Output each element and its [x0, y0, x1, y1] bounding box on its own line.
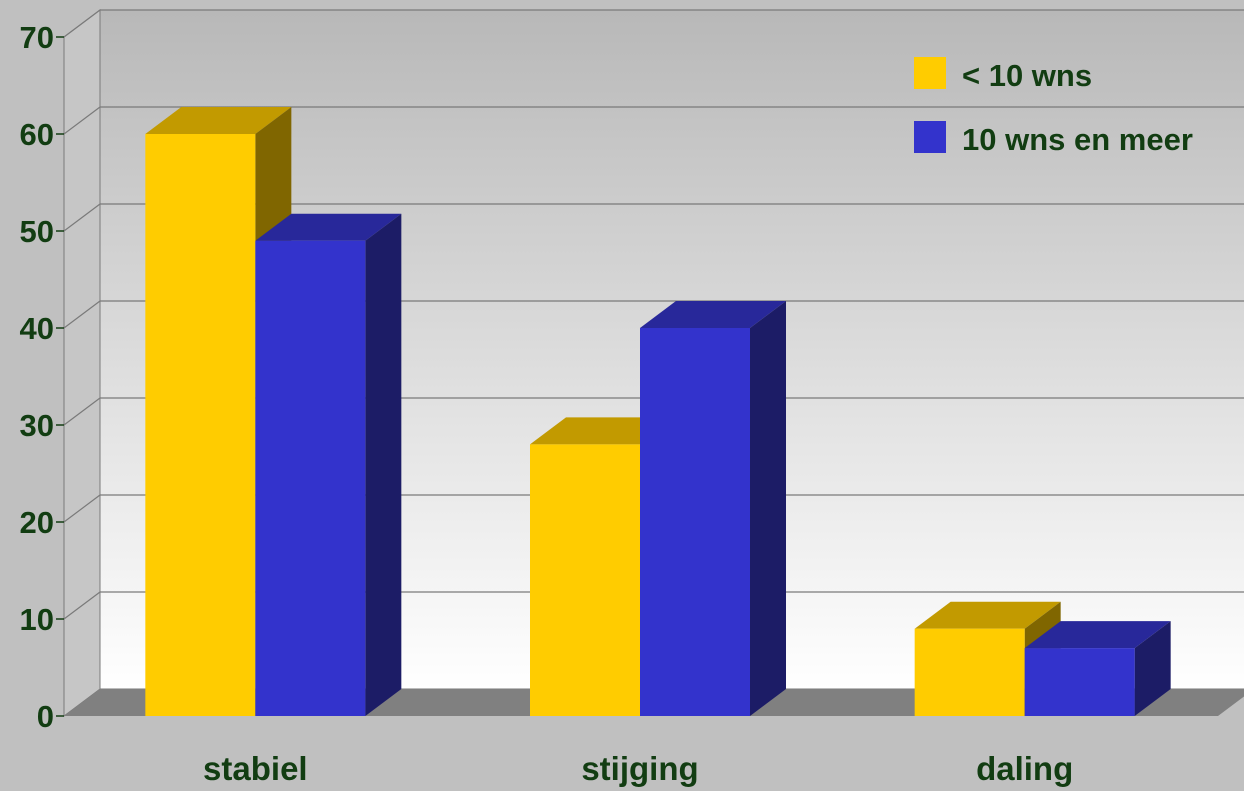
bars [145, 107, 1171, 716]
gridline [63, 9, 1244, 38]
y-tick-label: 10 [20, 602, 54, 637]
gridline [63, 106, 1244, 135]
y-tick-label: 0 [37, 699, 54, 734]
x-category-label: stabiel [203, 750, 308, 787]
y-tick-label: 40 [20, 311, 54, 346]
y-tick-label: 30 [20, 408, 54, 443]
bar-top-face [530, 417, 676, 445]
legend-label-series-2: 10 wns en meer [962, 122, 1193, 157]
legend-label-series-1: < 10 wns [962, 58, 1092, 93]
gridline [63, 397, 1244, 426]
gridline [63, 494, 1244, 523]
bar [1024, 621, 1171, 716]
bar [640, 301, 786, 716]
legend-swatch-series-2 [914, 121, 946, 153]
bar-top-face [255, 213, 402, 241]
y-tick-label: 20 [20, 505, 54, 540]
bar-side-face [1134, 621, 1171, 716]
bar-top-face [914, 601, 1061, 629]
bar-top-face [640, 301, 786, 328]
y-tick-label: 60 [20, 117, 54, 152]
bar-front-face [640, 328, 750, 716]
bar-front-face [914, 628, 1025, 716]
bar-top-face [145, 107, 292, 134]
y-tick-label: 70 [20, 20, 54, 55]
gridline [63, 203, 1244, 232]
bar-front-face [145, 134, 256, 716]
bar-front-face [255, 240, 366, 716]
bar-side-face [750, 301, 786, 716]
gridline [63, 300, 1244, 329]
bar-front-face [530, 444, 640, 716]
bar-top-face [1024, 621, 1171, 649]
side-wall [63, 9, 101, 717]
x-category-label: stijging [581, 750, 698, 787]
labels: 0 10 20 30 40 50 60 70 stabiel stijging daling [20, 20, 1074, 787]
gridline [63, 591, 1244, 620]
x-category-label: daling [976, 750, 1073, 787]
legend-swatch-series-1 [914, 57, 946, 89]
y-tick-label: 50 [20, 214, 54, 249]
bar-side-face [365, 213, 402, 716]
bar-front-face [1024, 648, 1135, 716]
bar [255, 213, 402, 716]
legend: < 10 wns 10 wns en meer [914, 57, 1193, 157]
